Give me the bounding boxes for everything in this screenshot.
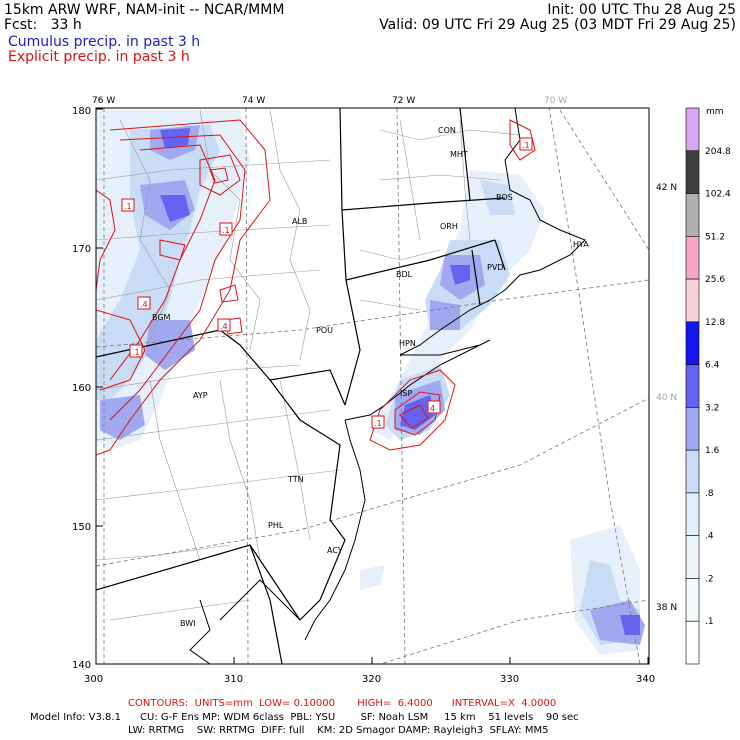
- station-label: BGM: [152, 313, 171, 322]
- x-tick-label: 320: [362, 674, 381, 685]
- valid-time: Valid: 09 UTC Fri 29 Aug 25 (03 MDT Fri …: [379, 17, 736, 33]
- contour-label: .1: [522, 141, 530, 150]
- lat-label: 42 N: [656, 183, 677, 193]
- colorbar-swatch: [685, 620, 700, 665]
- colorbar-label: 204.8: [705, 147, 731, 157]
- station-label: MHT: [450, 150, 468, 159]
- model-info: Model Info: V3.8.1 CU: G-F Ens MP: WDM 6…: [30, 712, 579, 723]
- colorbar-label: 6.4: [705, 361, 720, 371]
- colorbar-swatch: [685, 321, 700, 365]
- colorbar-label: .4: [705, 532, 714, 542]
- model-info-2: LW: RRTMG SW: RRTMG DIFF: full KM: 2D Sm…: [128, 725, 549, 736]
- x-tick-label: 310: [224, 674, 243, 685]
- colorbar-label: 12.8: [705, 318, 725, 328]
- explicit-legend: Explicit precip. in past 3 h: [8, 49, 190, 65]
- lonlat-labels: 76 W 74 W 72 W 70 W 42 N 40 N 38 N: [92, 96, 677, 613]
- colorbar-label: .8: [705, 489, 714, 499]
- explicit-precip-contours: [96, 119, 536, 456]
- y-tick-label: 150: [72, 522, 91, 533]
- model-title: 15km ARW WRF, NAM-init -- NCAR/MMM: [4, 2, 285, 18]
- lon-label: 70 W: [544, 96, 567, 106]
- contour-label: .1: [374, 419, 382, 428]
- colorbar-swatch: [685, 278, 700, 323]
- contour-label: .1: [132, 348, 140, 357]
- station-label: ALB: [292, 217, 307, 226]
- station-label: ORH: [440, 222, 458, 231]
- colorbar-swatch: [685, 364, 700, 408]
- colorbar-label: .1: [705, 617, 714, 627]
- station-label: BOS: [496, 193, 513, 202]
- station-label: BWI: [180, 619, 195, 628]
- colorbar-swatch: [685, 492, 700, 536]
- init-time: Init: 00 UTC Thu 28 Aug 25: [547, 2, 736, 18]
- station-label: PHL: [268, 521, 284, 530]
- forecast-hour: Fcst: 33 h: [4, 17, 82, 33]
- colorbar-swatch: [685, 236, 700, 280]
- colorbar-swatch: [685, 407, 700, 451]
- contour-label: .4: [220, 322, 228, 331]
- state-borders: [96, 108, 506, 664]
- x-tick-label: 300: [84, 674, 103, 685]
- graticule: [96, 108, 649, 664]
- station-label: ISP: [400, 389, 412, 398]
- y-tick-label: 180: [72, 106, 91, 117]
- station-labels: CON MHT BOS ORH HYA PVD BDL ALB POU HPN …: [152, 126, 589, 628]
- y-tick-label: 140: [72, 660, 91, 671]
- colorbar-label: .2: [705, 574, 714, 584]
- colorbar-swatch: [685, 193, 700, 237]
- station-label: HPN: [399, 339, 416, 348]
- contour-labels: .1 .1 .1 .4 .4 .1 .1 4: [124, 141, 530, 428]
- colorbar-label: 51.2: [705, 232, 725, 242]
- station-label: ACY: [327, 546, 343, 555]
- station-label: TTN: [287, 475, 304, 484]
- x-axis-labels: 300 310 320 330 340: [84, 674, 655, 685]
- colorbar-swatch: [685, 578, 700, 622]
- colorbar-swatch: [685, 107, 700, 152]
- station-label: BDL: [396, 270, 413, 279]
- y-tick-label: 160: [72, 383, 91, 394]
- colorbar-label: 1.6: [705, 446, 720, 456]
- station-label: HYA: [573, 240, 589, 249]
- colorbar: 204.8 102.4 51.2 25.6 12.8 6.4 3.2 1.6 .8 .4 .2 .1: [685, 107, 731, 665]
- station-label: AYP: [193, 391, 208, 400]
- x-tick-label: 340: [636, 674, 655, 685]
- lat-label: 38 N: [656, 603, 677, 613]
- coastline: [189, 108, 586, 664]
- y-tick-label: 170: [72, 244, 91, 255]
- station-label: CON: [438, 126, 456, 135]
- axis-ticks: [95, 108, 649, 665]
- colorbar-swatch: [685, 535, 700, 579]
- colorbar-label: 102.4: [705, 190, 731, 200]
- contour-label: .4: [140, 300, 148, 309]
- cumulus-legend: Cumulus precip. in past 3 h: [8, 34, 201, 50]
- lon-label: 72 W: [392, 96, 415, 106]
- county-borders: [96, 109, 521, 621]
- lat-label: 40 N: [656, 393, 677, 403]
- station-label: POU: [316, 326, 333, 335]
- lon-label: 76 W: [92, 96, 115, 106]
- y-axis-labels: 140 150 160 170 180: [72, 106, 91, 671]
- colorbar-label: 3.2: [705, 403, 719, 413]
- colorbar-swatch: [685, 449, 700, 494]
- contour-label: .1: [222, 226, 230, 235]
- contour-label: 4: [430, 404, 435, 413]
- station-label: PVD: [487, 263, 503, 272]
- contours-info: CONTOURS: UNITS=mm LOW= 0.10000 HIGH= 6.…: [128, 698, 557, 709]
- x-tick-label: 330: [500, 674, 519, 685]
- heavy-precip: [160, 128, 640, 635]
- colorbar-label: 25.6: [705, 275, 725, 285]
- colorbar-swatch: [685, 150, 700, 194]
- contour-label-boxes: [121, 137, 533, 429]
- colorbar-unit: mm: [706, 107, 724, 117]
- lon-label: 74 W: [242, 96, 265, 106]
- contour-label: .1: [124, 202, 132, 211]
